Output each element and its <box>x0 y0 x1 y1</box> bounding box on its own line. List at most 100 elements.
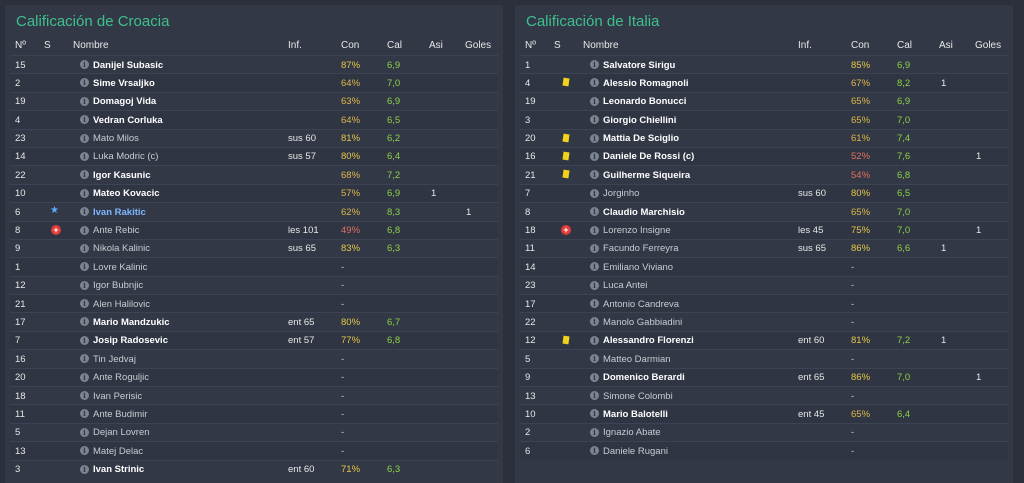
table-row[interactable]: 9 i Nikola Kalinic sus 65 83% 6,3 <box>10 238 498 257</box>
player-name[interactable]: Leonardo Bonucci <box>603 96 687 108</box>
player-name[interactable]: Domenico Berardi <box>603 372 685 384</box>
player-name[interactable]: Daniele De Rossi (c) <box>603 151 695 163</box>
header-inf[interactable]: Inf. <box>798 40 812 51</box>
info-icon[interactable]: i <box>590 280 599 290</box>
table-row[interactable]: 21 i Alen Halilovic - <box>10 294 498 313</box>
table-row[interactable]: 14 i Luka Modric (c) sus 57 80% 6,4 <box>10 146 498 166</box>
player-name[interactable]: Josip Radosevic <box>93 335 168 347</box>
header-con[interactable]: Con <box>341 40 360 51</box>
info-icon[interactable]: i <box>80 372 89 382</box>
info-icon[interactable]: i <box>590 207 599 217</box>
table-row[interactable]: 1 i Salvatore Sirigu 85% 6,9 <box>520 55 1008 73</box>
player-name[interactable]: Manolo Gabbiadini <box>603 316 683 328</box>
header-nombre[interactable]: Nombre <box>583 40 619 51</box>
table-row[interactable]: 12 i Igor Bubnjic - <box>10 275 498 294</box>
header-no[interactable]: Nº <box>15 40 26 51</box>
info-icon[interactable]: i <box>80 464 89 474</box>
player-name[interactable]: Ivan Perisic <box>93 390 143 402</box>
player-name[interactable]: Giorgio Chiellini <box>603 114 677 126</box>
info-icon[interactable]: i <box>80 151 89 161</box>
header-s[interactable]: S <box>44 40 51 51</box>
header-asi[interactable]: Asi <box>429 40 443 51</box>
header-nombre[interactable]: Nombre <box>73 40 109 51</box>
table-row[interactable]: 17 i Antonio Candreva - <box>520 294 1008 313</box>
info-icon[interactable]: i <box>80 170 89 180</box>
table-row[interactable]: 19 i Leonardo Bonucci 65% 6,9 <box>520 91 1008 110</box>
info-icon[interactable]: i <box>80 280 89 290</box>
info-icon[interactable]: i <box>590 96 599 106</box>
info-icon[interactable]: i <box>590 446 599 456</box>
player-name[interactable]: Igor Kasunic <box>93 169 151 181</box>
table-row[interactable]: 16 i Tin Jedvaj - <box>10 349 498 367</box>
table-row[interactable]: 13 i Matej Delac - <box>10 441 498 460</box>
table-row[interactable]: 5 i Dejan Lovren - <box>10 422 498 441</box>
player-name[interactable]: Claudio Marchisio <box>603 206 685 218</box>
table-row[interactable]: 3 i Giorgio Chiellini 65% 7,0 <box>520 110 1008 129</box>
info-icon[interactable]: i <box>80 115 89 125</box>
table-row[interactable]: 17 i Mario Mandzukic ent 65 80% 6,7 <box>10 312 498 330</box>
player-name[interactable]: Lorenzo Insigne <box>603 225 671 237</box>
info-icon[interactable]: i <box>80 133 89 143</box>
table-row[interactable]: 11 i Facundo Ferreyra sus 65 86% 6,6 1 <box>520 238 1008 257</box>
info-icon[interactable]: i <box>590 409 599 419</box>
info-icon[interactable]: i <box>80 96 89 106</box>
info-icon[interactable]: i <box>590 188 599 198</box>
info-icon[interactable]: i <box>590 427 599 437</box>
info-icon[interactable]: i <box>80 243 89 253</box>
player-name[interactable]: Igor Bubnjic <box>93 280 144 292</box>
info-icon[interactable]: i <box>590 133 599 143</box>
player-name[interactable]: Ante Roguljic <box>93 372 149 384</box>
player-name[interactable]: Mattia De Sciglio <box>603 133 680 145</box>
info-icon[interactable]: i <box>80 391 89 401</box>
player-name[interactable]: Alen Halilovic <box>93 298 151 310</box>
info-icon[interactable]: i <box>590 225 599 235</box>
table-row[interactable]: 4 i Alessio Romagnoli 67% 8,2 1 <box>520 73 1008 92</box>
table-row[interactable]: 21 i Guilherme Siqueira 54% 6,8 <box>520 165 1008 183</box>
info-icon[interactable]: i <box>590 243 599 253</box>
table-row[interactable]: 5 i Matteo Darmian - <box>520 349 1008 367</box>
player-name[interactable]: Ante Rebic <box>93 225 140 237</box>
info-icon[interactable]: i <box>590 170 599 180</box>
table-row[interactable]: 14 i Emiliano Viviano - <box>520 257 1008 276</box>
info-icon[interactable]: i <box>590 317 599 327</box>
table-row[interactable]: 8 i Claudio Marchisio 65% 7,0 <box>520 202 1008 220</box>
info-icon[interactable]: i <box>80 317 89 327</box>
header-no[interactable]: Nº <box>525 40 536 51</box>
player-name[interactable]: Facundo Ferreyra <box>603 243 679 255</box>
table-row[interactable]: 3 i Ivan Strinic ent 60 71% 6,3 <box>10 459 498 478</box>
info-icon[interactable]: i <box>590 299 599 309</box>
info-icon[interactable]: i <box>80 225 89 235</box>
table-row[interactable]: 9 i Domenico Berardi ent 65 86% 7,0 1 <box>520 367 1008 387</box>
info-icon[interactable]: i <box>80 78 89 88</box>
info-icon[interactable]: i <box>80 335 89 345</box>
table-row[interactable]: 18 i Ivan Perisic - <box>10 386 498 404</box>
player-name[interactable]: Sime Vrsaljko <box>93 77 155 89</box>
table-row[interactable]: 23 i Luca Antei - <box>520 275 1008 294</box>
table-row[interactable]: 13 i Simone Colombi - <box>520 386 1008 404</box>
player-name[interactable]: Mario Mandzukic <box>93 316 170 328</box>
player-name[interactable]: Lovre Kalinic <box>93 261 148 273</box>
header-s[interactable]: S <box>554 40 561 51</box>
table-row[interactable]: 4 i Vedran Corluka 64% 6,5 <box>10 110 498 129</box>
player-name[interactable]: Ivan Strinic <box>93 464 145 476</box>
table-row[interactable]: 1 i Lovre Kalinic - <box>10 257 498 276</box>
info-icon[interactable]: i <box>80 207 89 217</box>
info-icon[interactable]: i <box>590 354 599 364</box>
player-name[interactable]: Luca Antei <box>603 280 648 292</box>
header-asi[interactable]: Asi <box>939 40 953 51</box>
info-icon[interactable]: i <box>80 354 89 364</box>
table-row[interactable]: 19 i Domagoj Vida 63% 6,9 <box>10 91 498 110</box>
info-icon[interactable]: i <box>80 60 89 69</box>
table-row[interactable]: 20 i Ante Roguljic - <box>10 367 498 387</box>
table-row[interactable]: 18 + i Lorenzo Insigne les 45 75% 7,0 1 <box>520 220 1008 239</box>
player-name[interactable]: Jorginho <box>603 188 640 200</box>
header-goles[interactable]: Goles <box>465 40 492 51</box>
table-row[interactable]: 22 i Manolo Gabbiadini - <box>520 312 1008 330</box>
table-row[interactable]: 16 i Daniele De Rossi (c) 52% 7,6 1 <box>520 146 1008 166</box>
table-row[interactable]: 12 i Alessandro Florenzi ent 60 81% 7,2 1 <box>520 330 1008 350</box>
table-row[interactable]: 7 i Josip Radosevic ent 57 77% 6,8 <box>10 330 498 350</box>
player-name[interactable]: Ignazio Abate <box>603 427 661 439</box>
player-name[interactable]: Nikola Kalinic <box>93 243 151 255</box>
table-row[interactable]: 7 i Jorginho sus 60 80% 6,5 <box>520 183 1008 203</box>
header-inf[interactable]: Inf. <box>288 40 302 51</box>
